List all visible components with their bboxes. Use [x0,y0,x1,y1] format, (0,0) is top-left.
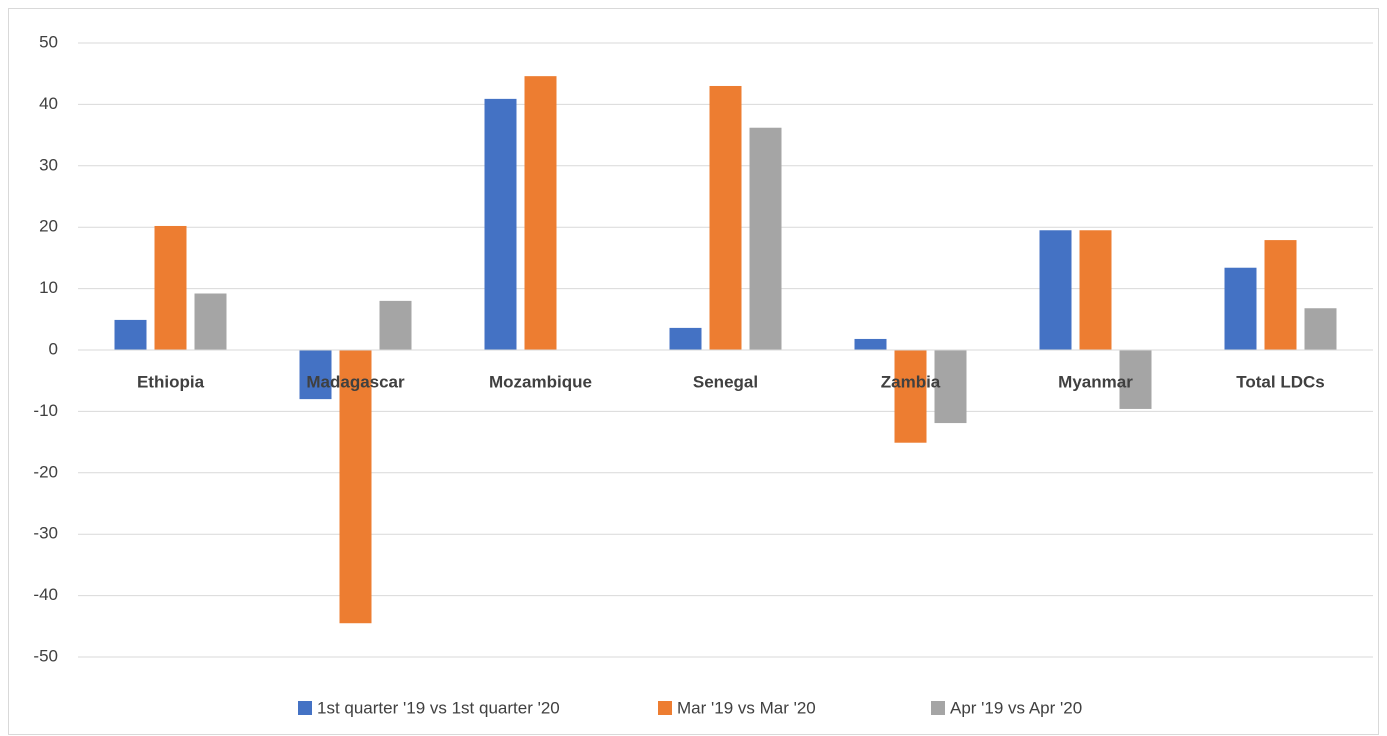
y-tick-label: 30 [39,155,58,174]
y-tick-label: -30 [33,524,58,543]
bar [154,225,187,350]
bar [1224,267,1257,350]
legend-swatch [931,701,945,715]
bar [749,127,782,351]
legend-label: Mar '19 vs Mar '20 [677,698,816,717]
y-tick-label: 50 [39,32,58,51]
x-tick-label: Myanmar [1058,372,1133,391]
bar [1304,308,1337,350]
bar [669,327,702,350]
x-tick-label: Ethiopia [137,372,205,391]
x-tick-label: Total LDCs [1236,372,1324,391]
bar [194,293,227,350]
legend-label: 1st quarter '19 vs 1st quarter '20 [317,698,560,717]
x-tick-label: Madagascar [306,372,405,391]
bar [1264,240,1297,350]
legend-swatch [658,701,672,715]
bar [379,300,412,350]
legend-label: Apr '19 vs Apr '20 [950,698,1082,717]
bar [524,76,557,350]
y-tick-label: 40 [39,94,58,113]
y-tick-label: -50 [33,646,58,665]
bar [854,338,887,350]
bar [484,98,517,351]
bar [894,350,927,443]
bar [709,85,742,350]
y-tick-label: 20 [39,217,58,236]
bar [934,350,967,424]
x-tick-label: Mozambique [489,372,592,391]
bar [114,319,147,350]
y-tick-label: -20 [33,462,58,481]
bar [1119,350,1152,409]
x-tick-label: Zambia [881,372,941,391]
legend-swatch [298,701,312,715]
bar [1079,230,1112,350]
y-tick-label: -40 [33,585,58,604]
bar [299,350,332,400]
y-tick-label: 10 [39,278,58,297]
x-tick-label: Senegal [693,372,758,391]
bar [1039,230,1072,350]
y-tick-label: 0 [49,339,58,358]
y-tick-label: -10 [33,401,58,420]
bar [339,350,372,624]
